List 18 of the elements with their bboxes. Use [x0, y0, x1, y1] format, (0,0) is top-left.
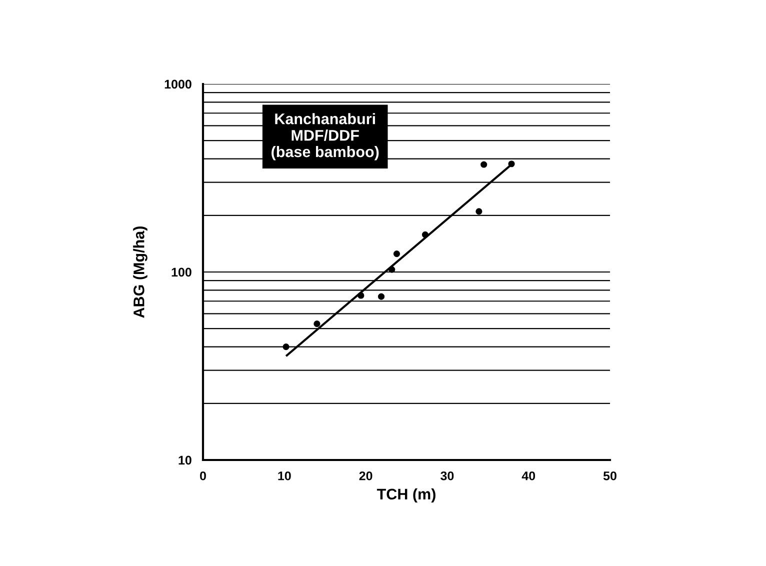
- point: [378, 293, 385, 300]
- y-tick-label: 1000: [164, 80, 192, 89]
- point: [282, 344, 290, 350]
- x-tick-label: 50: [603, 471, 616, 480]
- y-axis-title: ABG (Mg/ha): [133, 226, 148, 318]
- x-tick-label: 20: [359, 471, 372, 480]
- y-tick-label: 100: [172, 268, 192, 277]
- point: [480, 161, 488, 168]
- x-tick-label: 0: [200, 471, 206, 480]
- point: [393, 250, 400, 258]
- annotation: Kanchanaburi MDF/DDF (base bamboo): [272, 113, 379, 160]
- x-axis-title: TCH (m): [376, 488, 436, 503]
- x-tick-label: 10: [278, 471, 291, 480]
- point: [476, 208, 482, 215]
- x-tick-label: 30: [440, 471, 454, 480]
- point: [314, 320, 320, 328]
- x-tick-label: 40: [522, 471, 536, 480]
- y-tick-label: 10: [178, 456, 192, 465]
